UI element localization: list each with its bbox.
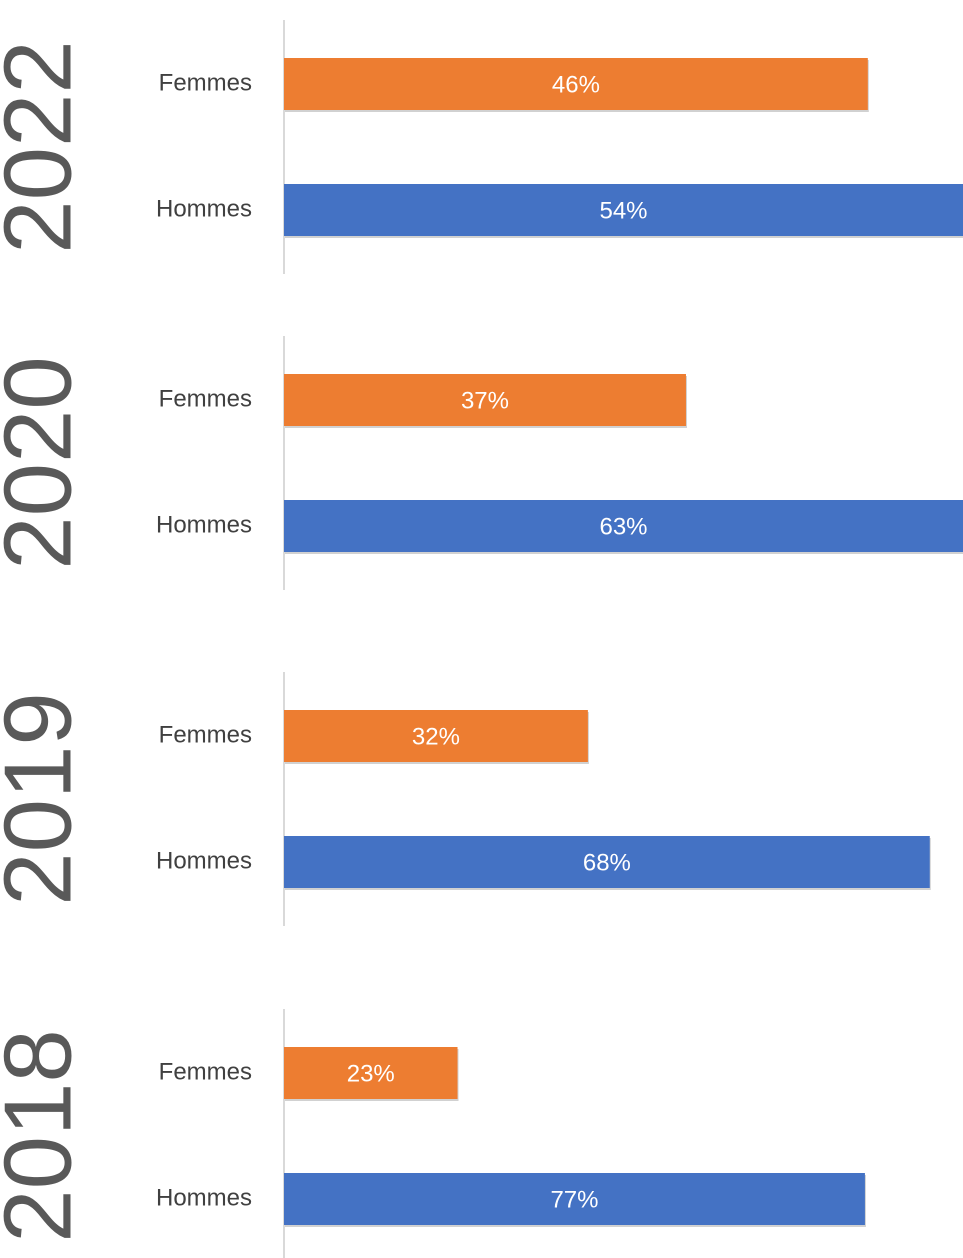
value-label: 77% [550, 1186, 598, 1213]
value-label: 37% [461, 387, 509, 414]
bar [284, 710, 588, 762]
bar [284, 500, 963, 552]
bar [284, 58, 868, 110]
category-label: Femmes [159, 721, 252, 748]
category-label: Hommes [156, 195, 252, 222]
category-label: Femmes [159, 385, 252, 412]
category-label: Hommes [156, 1184, 252, 1211]
bar [284, 374, 686, 426]
bar [284, 1173, 865, 1225]
value-label: 68% [583, 849, 631, 876]
value-label: 63% [599, 513, 647, 540]
bars [284, 374, 963, 554]
bar [284, 836, 930, 888]
category-label: Hommes [156, 847, 252, 874]
value-label: 54% [599, 197, 647, 224]
year-title: 2019 [0, 692, 91, 906]
category-label: Hommes [156, 511, 252, 538]
year-title: 2018 [0, 1029, 91, 1243]
value-label: 23% [347, 1060, 395, 1087]
bars [284, 1047, 866, 1227]
bar [284, 184, 963, 236]
year-title: 2020 [0, 356, 91, 570]
bars [284, 58, 963, 238]
value-label: 32% [412, 723, 460, 750]
category-label: Femmes [159, 69, 252, 96]
bars [284, 710, 931, 890]
category-label: Femmes [159, 1058, 252, 1085]
value-label: 46% [552, 71, 600, 98]
bar [284, 1047, 458, 1099]
year-title: 2022 [0, 40, 91, 254]
